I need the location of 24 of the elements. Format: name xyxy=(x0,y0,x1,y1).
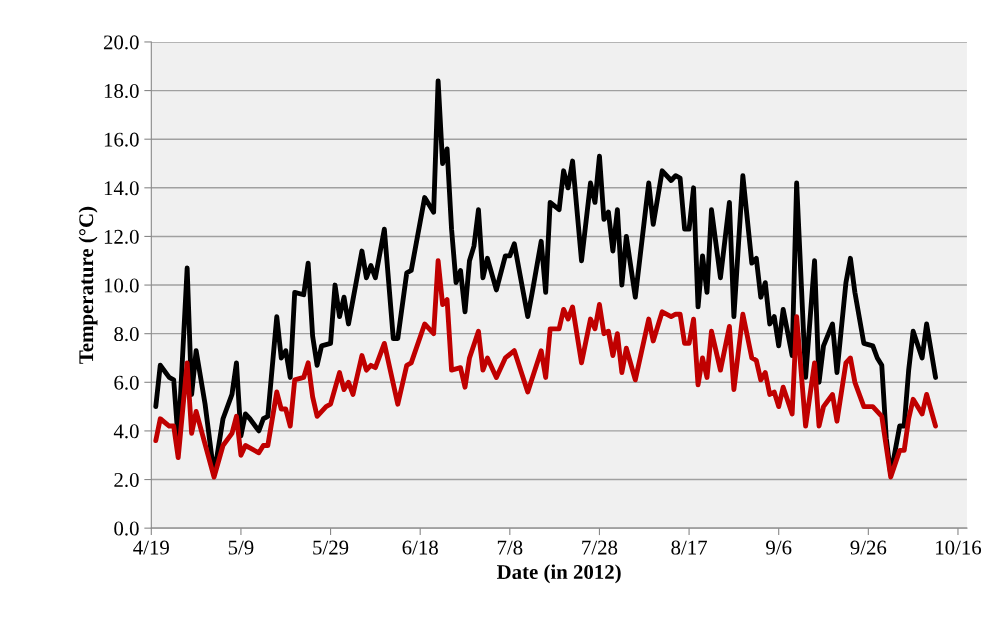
x-tick-label: 6/18 xyxy=(402,540,438,555)
y-tick-label: 4.0 xyxy=(113,424,139,439)
x-tick-label: 9/26 xyxy=(850,540,887,555)
x-tick-label: 7/28 xyxy=(582,540,618,555)
x-axis-title: Date (in 2012) xyxy=(497,564,621,584)
x-tick-label: 5/29 xyxy=(313,540,349,555)
y-tick-label: 16.0 xyxy=(104,132,139,147)
y-tick-label: 12.0 xyxy=(104,229,139,244)
y-tick-label: 2.0 xyxy=(114,472,139,488)
y-tick-label: 6.0 xyxy=(114,375,139,390)
x-tick-label: 8/17 xyxy=(671,540,707,555)
y-tick-label: 10.0 xyxy=(104,278,139,293)
y-tick-label: 0.0 xyxy=(114,521,139,536)
x-tick-label: 7/8 xyxy=(497,540,523,555)
y-tick-label: 8.0 xyxy=(114,327,139,342)
y-axis-title: Temperature (°C) xyxy=(78,206,98,364)
x-tick-label: 5/9 xyxy=(228,540,254,555)
y-tick-label: 20.0 xyxy=(103,35,139,50)
line-series xyxy=(153,258,938,480)
x-tick-label: 9/6 xyxy=(766,540,792,555)
x-tick-label: 4/19 xyxy=(133,540,169,555)
y-tick-label: 18.0 xyxy=(104,83,139,99)
y-tick-label: 14.0 xyxy=(104,181,139,196)
x-tick-label: 10/16 xyxy=(936,540,982,555)
